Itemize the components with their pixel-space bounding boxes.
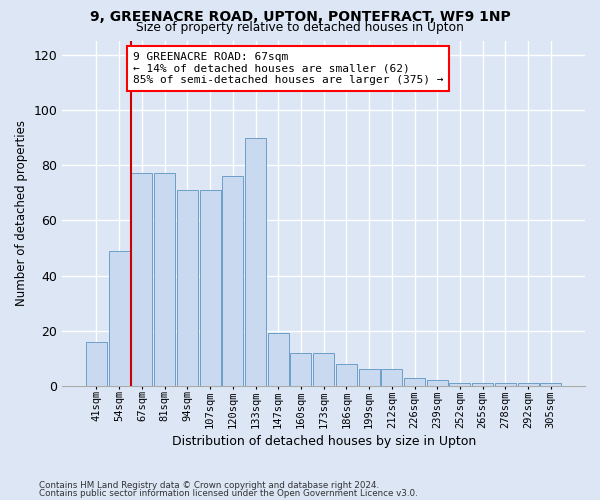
- Text: 9, GREENACRE ROAD, UPTON, PONTEFRACT, WF9 1NP: 9, GREENACRE ROAD, UPTON, PONTEFRACT, WF…: [89, 10, 511, 24]
- Text: Size of property relative to detached houses in Upton: Size of property relative to detached ho…: [136, 21, 464, 34]
- Bar: [109, 250, 130, 386]
- Bar: [313, 353, 334, 386]
- Bar: [268, 334, 289, 386]
- Text: Contains public sector information licensed under the Open Government Licence v3: Contains public sector information licen…: [39, 488, 418, 498]
- X-axis label: Distribution of detached houses by size in Upton: Distribution of detached houses by size …: [172, 434, 476, 448]
- Text: 9 GREENACRE ROAD: 67sqm
← 14% of detached houses are smaller (62)
85% of semi-de: 9 GREENACRE ROAD: 67sqm ← 14% of detache…: [133, 52, 443, 85]
- Bar: [382, 370, 402, 386]
- Bar: [518, 383, 539, 386]
- Bar: [541, 383, 561, 386]
- Bar: [336, 364, 357, 386]
- Bar: [472, 383, 493, 386]
- Bar: [223, 176, 243, 386]
- Bar: [427, 380, 448, 386]
- Bar: [495, 383, 516, 386]
- Bar: [177, 190, 198, 386]
- Bar: [245, 138, 266, 386]
- Bar: [154, 174, 175, 386]
- Bar: [290, 353, 311, 386]
- Bar: [359, 370, 380, 386]
- Bar: [86, 342, 107, 386]
- Y-axis label: Number of detached properties: Number of detached properties: [15, 120, 28, 306]
- Bar: [404, 378, 425, 386]
- Bar: [200, 190, 221, 386]
- Bar: [131, 174, 152, 386]
- Bar: [449, 383, 470, 386]
- Text: Contains HM Land Registry data © Crown copyright and database right 2024.: Contains HM Land Registry data © Crown c…: [39, 481, 379, 490]
